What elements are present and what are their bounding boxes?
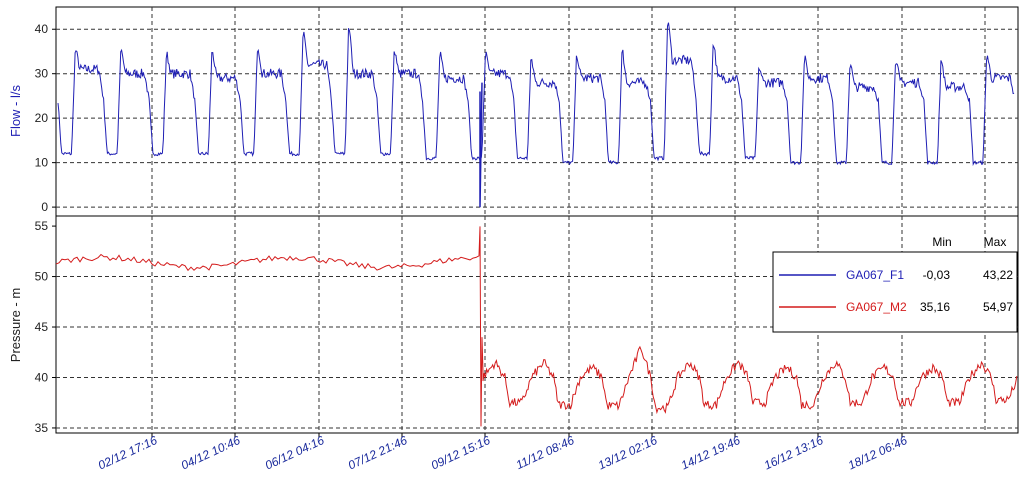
series-line-ga067-f1: [57, 22, 1015, 167]
pressure-ytick-label: 55: [35, 219, 49, 233]
flow-y-ticks: 0 10 20 30 40: [35, 22, 56, 214]
flow-ytick-label: 10: [35, 156, 49, 170]
pressure-ytick-label: 35: [35, 421, 49, 435]
legend-max-ga067-m2: 54,97: [983, 300, 1013, 314]
legend-header-max: Max: [984, 235, 1007, 249]
pressure-y-axis-label: Pressure - m: [8, 288, 23, 362]
legend-min-ga067-f1: -0,03: [923, 268, 951, 282]
pressure-ytick-label: 40: [35, 370, 49, 384]
flow-ytick-label: 20: [35, 111, 49, 125]
flow-plot-area: [55, 6, 1019, 217]
series-line-ga067-m2: [55, 226, 1018, 427]
legend: Min Max GA067_F1 -0,03 43,22 GA067_M2 35…: [772, 235, 1018, 333]
legend-box: [772, 251, 1018, 333]
legend-max-ga067-f1: 43,22: [983, 268, 1013, 282]
legend-min-ga067-m2: 35,16: [920, 300, 950, 314]
flow-ytick-label: 30: [35, 67, 49, 81]
flow-gridlines: [56, 7, 1018, 216]
legend-label-ga067-m2: GA067_M2: [846, 300, 907, 314]
legend-header-min: Min: [932, 235, 951, 249]
pressure-ytick-label: 45: [35, 320, 49, 334]
legend-label-ga067-f1: GA067_F1: [846, 268, 904, 282]
flow-y-axis-label: Flow - l/s: [8, 85, 23, 138]
flow-panel: 0 10 20 30 40 Flow - l/s: [8, 6, 1019, 217]
flow-ytick-label: 0: [41, 200, 48, 214]
pressure-y-ticks: 35 40 45 50 55: [35, 219, 56, 435]
flow-ytick-label: 40: [35, 22, 49, 36]
pressure-ytick-label: 50: [35, 270, 49, 284]
